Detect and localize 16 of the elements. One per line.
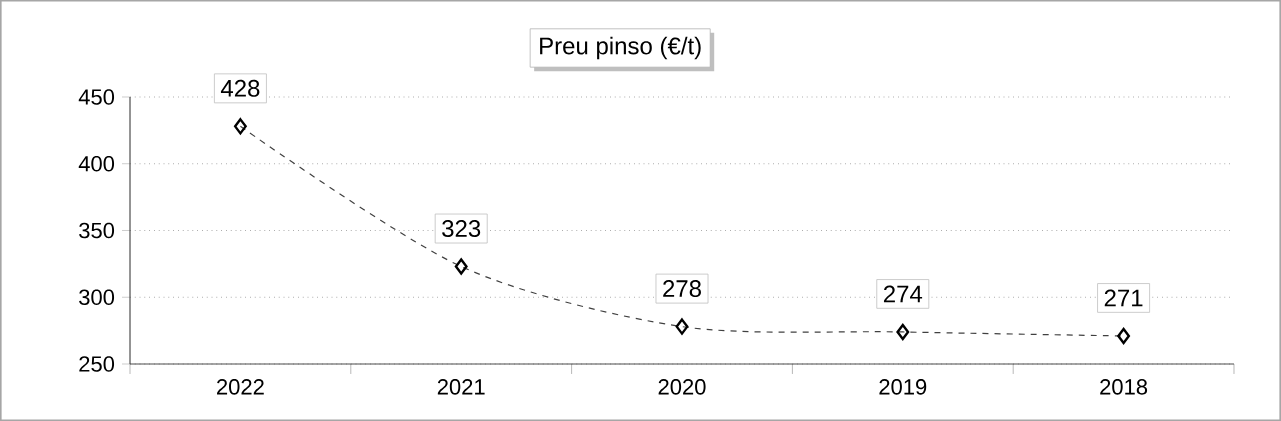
x-tick-label: 2018 [1100, 379, 1148, 395]
data-label: 323 [442, 220, 481, 238]
data-label: 271 [1104, 289, 1143, 307]
x-tick-label: 2022 [217, 379, 264, 395]
data-label: 278 [663, 280, 701, 298]
chart-title: Preu pinso (€/t) [540, 36, 701, 60]
y-tick-label: 450 [78, 89, 115, 105]
y-tick-label: 250 [79, 356, 115, 372]
y-tick-label: 350 [79, 222, 115, 239]
y-tick-label: 400 [78, 155, 115, 172]
x-tick-label: 2020 [658, 379, 706, 395]
x-tick-label: 2019 [879, 379, 927, 395]
y-tick-label: 300 [79, 289, 115, 306]
data-label: 274 [883, 285, 923, 303]
data-label: 428 [220, 79, 260, 97]
x-tick-label: 2021 [437, 379, 485, 395]
